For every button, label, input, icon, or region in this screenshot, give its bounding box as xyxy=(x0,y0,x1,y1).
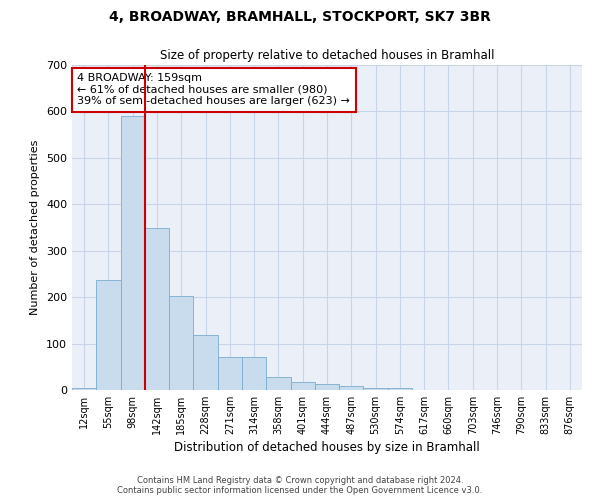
Bar xyxy=(145,228,169,390)
Bar xyxy=(72,388,96,390)
Bar xyxy=(339,386,364,390)
Bar xyxy=(266,377,290,390)
Bar xyxy=(169,296,193,390)
Text: Contains HM Land Registry data © Crown copyright and database right 2024.
Contai: Contains HM Land Registry data © Crown c… xyxy=(118,476,482,495)
Text: 4 BROADWAY: 159sqm
← 61% of detached houses are smaller (980)
39% of semi-detach: 4 BROADWAY: 159sqm ← 61% of detached hou… xyxy=(77,73,350,106)
Bar xyxy=(315,384,339,390)
X-axis label: Distribution of detached houses by size in Bramhall: Distribution of detached houses by size … xyxy=(174,441,480,454)
Bar xyxy=(218,356,242,390)
Bar xyxy=(388,388,412,390)
Bar xyxy=(193,335,218,390)
Bar xyxy=(121,116,145,390)
Bar xyxy=(96,280,121,390)
Bar xyxy=(364,388,388,390)
Text: 4, BROADWAY, BRAMHALL, STOCKPORT, SK7 3BR: 4, BROADWAY, BRAMHALL, STOCKPORT, SK7 3B… xyxy=(109,10,491,24)
Bar xyxy=(242,356,266,390)
Bar xyxy=(290,382,315,390)
Y-axis label: Number of detached properties: Number of detached properties xyxy=(31,140,40,315)
Title: Size of property relative to detached houses in Bramhall: Size of property relative to detached ho… xyxy=(160,50,494,62)
